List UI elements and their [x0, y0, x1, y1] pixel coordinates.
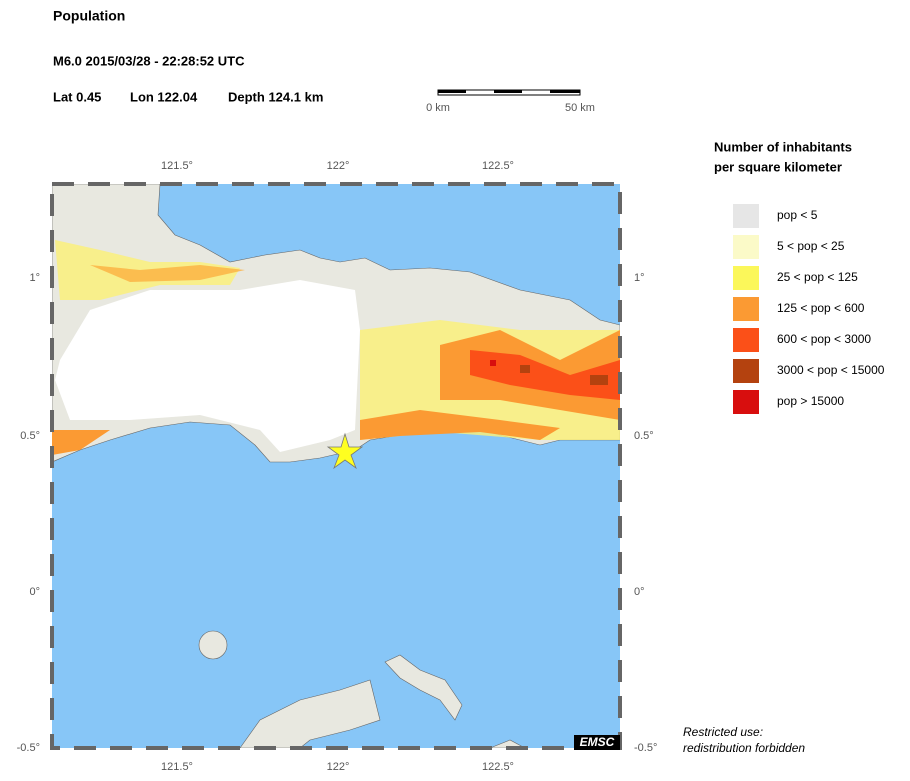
- legend-label: 600 < pop < 3000: [777, 332, 871, 346]
- legend-label: 5 < pop < 25: [777, 239, 845, 253]
- scale-end: 50 km: [565, 102, 595, 114]
- lat-label: 1°: [29, 272, 40, 284]
- lat-label: 0°: [29, 586, 40, 598]
- lon-label: 121.5°: [161, 761, 193, 773]
- legend-label: 3000 < pop < 15000: [777, 363, 885, 377]
- lon-label: 122.5°: [482, 761, 514, 773]
- scale-bar: 0 km 50 km: [426, 89, 595, 114]
- lat-label: -0.5°: [17, 742, 40, 754]
- lat-label: 0°: [634, 586, 645, 598]
- footer: Restricted use:: [683, 725, 763, 739]
- legend-label: pop > 15000: [777, 394, 844, 408]
- scale-start: 0 km: [426, 102, 450, 114]
- lat-label: 0.5°: [20, 430, 40, 442]
- lon: Lon 122.04: [130, 89, 198, 104]
- lon-label: 122.5°: [482, 160, 514, 172]
- lat: Lat 0.45: [53, 89, 101, 104]
- lon-label: 122°: [327, 160, 350, 172]
- map: EMSC: [50, 182, 622, 750]
- event: M6.0 2015/03/28 - 22:28:52 UTC: [53, 53, 245, 68]
- lon-label: 122°: [327, 761, 350, 773]
- legend-swatch: [733, 204, 759, 228]
- legend-label: 25 < pop < 125: [777, 270, 858, 284]
- legend-swatch: [733, 328, 759, 352]
- lat-label: 0.5°: [634, 430, 654, 442]
- legend-label: 125 < pop < 600: [777, 301, 865, 315]
- lat-label: 1°: [634, 272, 645, 284]
- lon-label: 121.5°: [161, 160, 193, 172]
- legend-swatch: [733, 235, 759, 259]
- legend-title: Number of inhabitants: [714, 139, 852, 154]
- legend-title: per square kilometer: [714, 159, 842, 174]
- depth: Depth 124.1 km: [228, 89, 323, 104]
- title: Population: [53, 8, 125, 24]
- lat-label: -0.5°: [634, 742, 657, 754]
- legend-swatch: [733, 266, 759, 290]
- legend-swatch: [733, 359, 759, 383]
- footer: redistribution forbidden: [683, 741, 805, 755]
- legend-swatch: [733, 297, 759, 321]
- legend-swatch: [733, 390, 759, 414]
- logo: EMSC: [580, 735, 615, 749]
- legend-label: pop < 5: [777, 208, 818, 222]
